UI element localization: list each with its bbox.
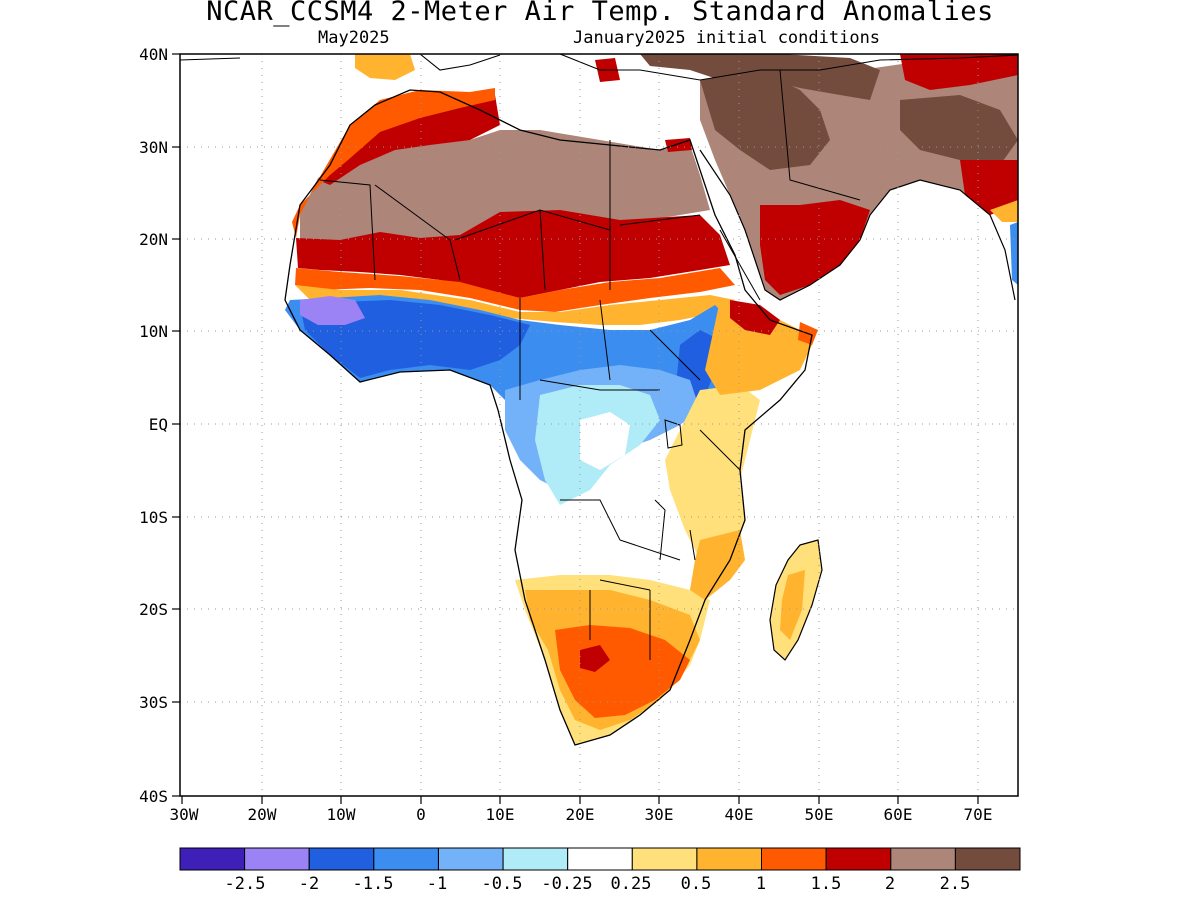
grid-lines [180,54,1018,796]
chart-title: NCAR_CCSM4 2-Meter Air Temp. Standard An… [206,0,994,27]
lon-labels: 30W 20W 10W 0 10E 20E 30E 40E 50E 60E 70… [170,805,993,824]
sahel-orange-transition [295,268,735,312]
colorbar-label: 2 [885,874,895,894]
guinea-purple-spot [300,296,365,325]
colorbar-label: -2.5 [225,874,266,894]
lon-label: 20W [248,805,277,824]
india-blue-edge [1010,222,1018,285]
madagascar-orange [780,570,805,640]
country-borders [319,69,861,660]
colorbar-swatch [954,847,1021,871]
axis-ticks [172,53,979,804]
lat-label: 30N [139,138,168,157]
lat-label: EQ [149,415,168,434]
northeast-darkbrown [640,54,880,100]
lat-label: 40S [139,787,168,806]
lat-label: 20S [139,600,168,619]
lon-label: 10E [486,805,515,824]
lakes-outline [654,419,696,561]
colorbar-swatch [631,847,698,871]
arabia-darkred [760,200,870,295]
horn-of-africa-orange [705,300,812,395]
colorbar-label: -2 [299,874,319,894]
colorbar-label: 2.5 [940,874,971,894]
kalahari-darkred-spot [580,645,610,672]
sahel-yellow-transition [295,285,735,325]
lon-label: 60E [884,805,913,824]
colorbar-swatch [373,847,439,871]
colorbar-swatch [567,847,633,871]
colorbar-swatch [438,847,504,871]
colorbar [179,847,1021,871]
horn-darkred [730,300,780,335]
map-border [179,53,1019,797]
lon-label: 0 [416,805,426,824]
sahara-brown-region [300,130,710,245]
lat-labels: 40N 30N 20N 10N EQ 10S 20S 30S 40S [139,45,168,806]
mediterranean-coast [180,54,1018,81]
colorbar-label: -1 [427,874,447,894]
colorbar-swatch [244,847,310,871]
initial-conditions: January2025 initial conditions [573,28,881,48]
lon-label: 30W [170,805,199,824]
lat-label: 20N [139,230,168,249]
colorbar-swatch [825,847,892,871]
lat-label: 10N [139,322,168,341]
mozambique-orange [690,530,745,600]
med-orange [355,54,415,80]
lat-label: 40N [139,45,168,64]
lon-label: 50E [805,805,834,824]
colorbar-swatch [502,847,569,871]
pakistan-red [960,160,1018,215]
colorbar-label: -0.5 [482,874,523,894]
congo-white-core [580,412,630,470]
colorbar-label: 0.25 [611,874,652,894]
lon-label: 10W [327,805,356,824]
colorbar-label: -1.5 [353,874,394,894]
lat-label: 30S [139,693,168,712]
colorbar-label: -0.25 [541,874,592,894]
colorbar-swatch [696,847,763,871]
anomaly-field [180,54,1018,746]
lat-label: 10S [139,508,168,527]
east-africa-yellow [665,385,760,560]
forecast-month: May2025 [318,28,390,48]
lon-label: 70E [964,805,993,824]
sahel-darkred-belt [296,210,730,298]
colorbar-label: 1.5 [811,874,842,894]
colorbar-labels: -2.5 -2 -1.5 -1 -0.5 -0.25 0.25 0.5 1 1.… [225,874,971,894]
colorbar-label: 0.5 [681,874,712,894]
iran-darkbrown [700,70,830,170]
colorbar-swatch [308,847,375,871]
lon-label: 40E [725,805,754,824]
arabia-coastline [699,149,1016,301]
colorbar-swatch [179,847,246,871]
lon-label: 30E [645,805,674,824]
north-orange-fringe [292,88,495,238]
lon-label: 20E [566,805,595,824]
india-orange-edge [990,200,1018,222]
colorbar-swatch [890,847,956,871]
north-red-strip [900,54,1018,90]
africa-coastline [284,89,813,746]
north-africa-red-band [318,95,500,185]
colorbar-label: 1 [756,874,766,894]
colorbar-swatch [761,847,827,871]
